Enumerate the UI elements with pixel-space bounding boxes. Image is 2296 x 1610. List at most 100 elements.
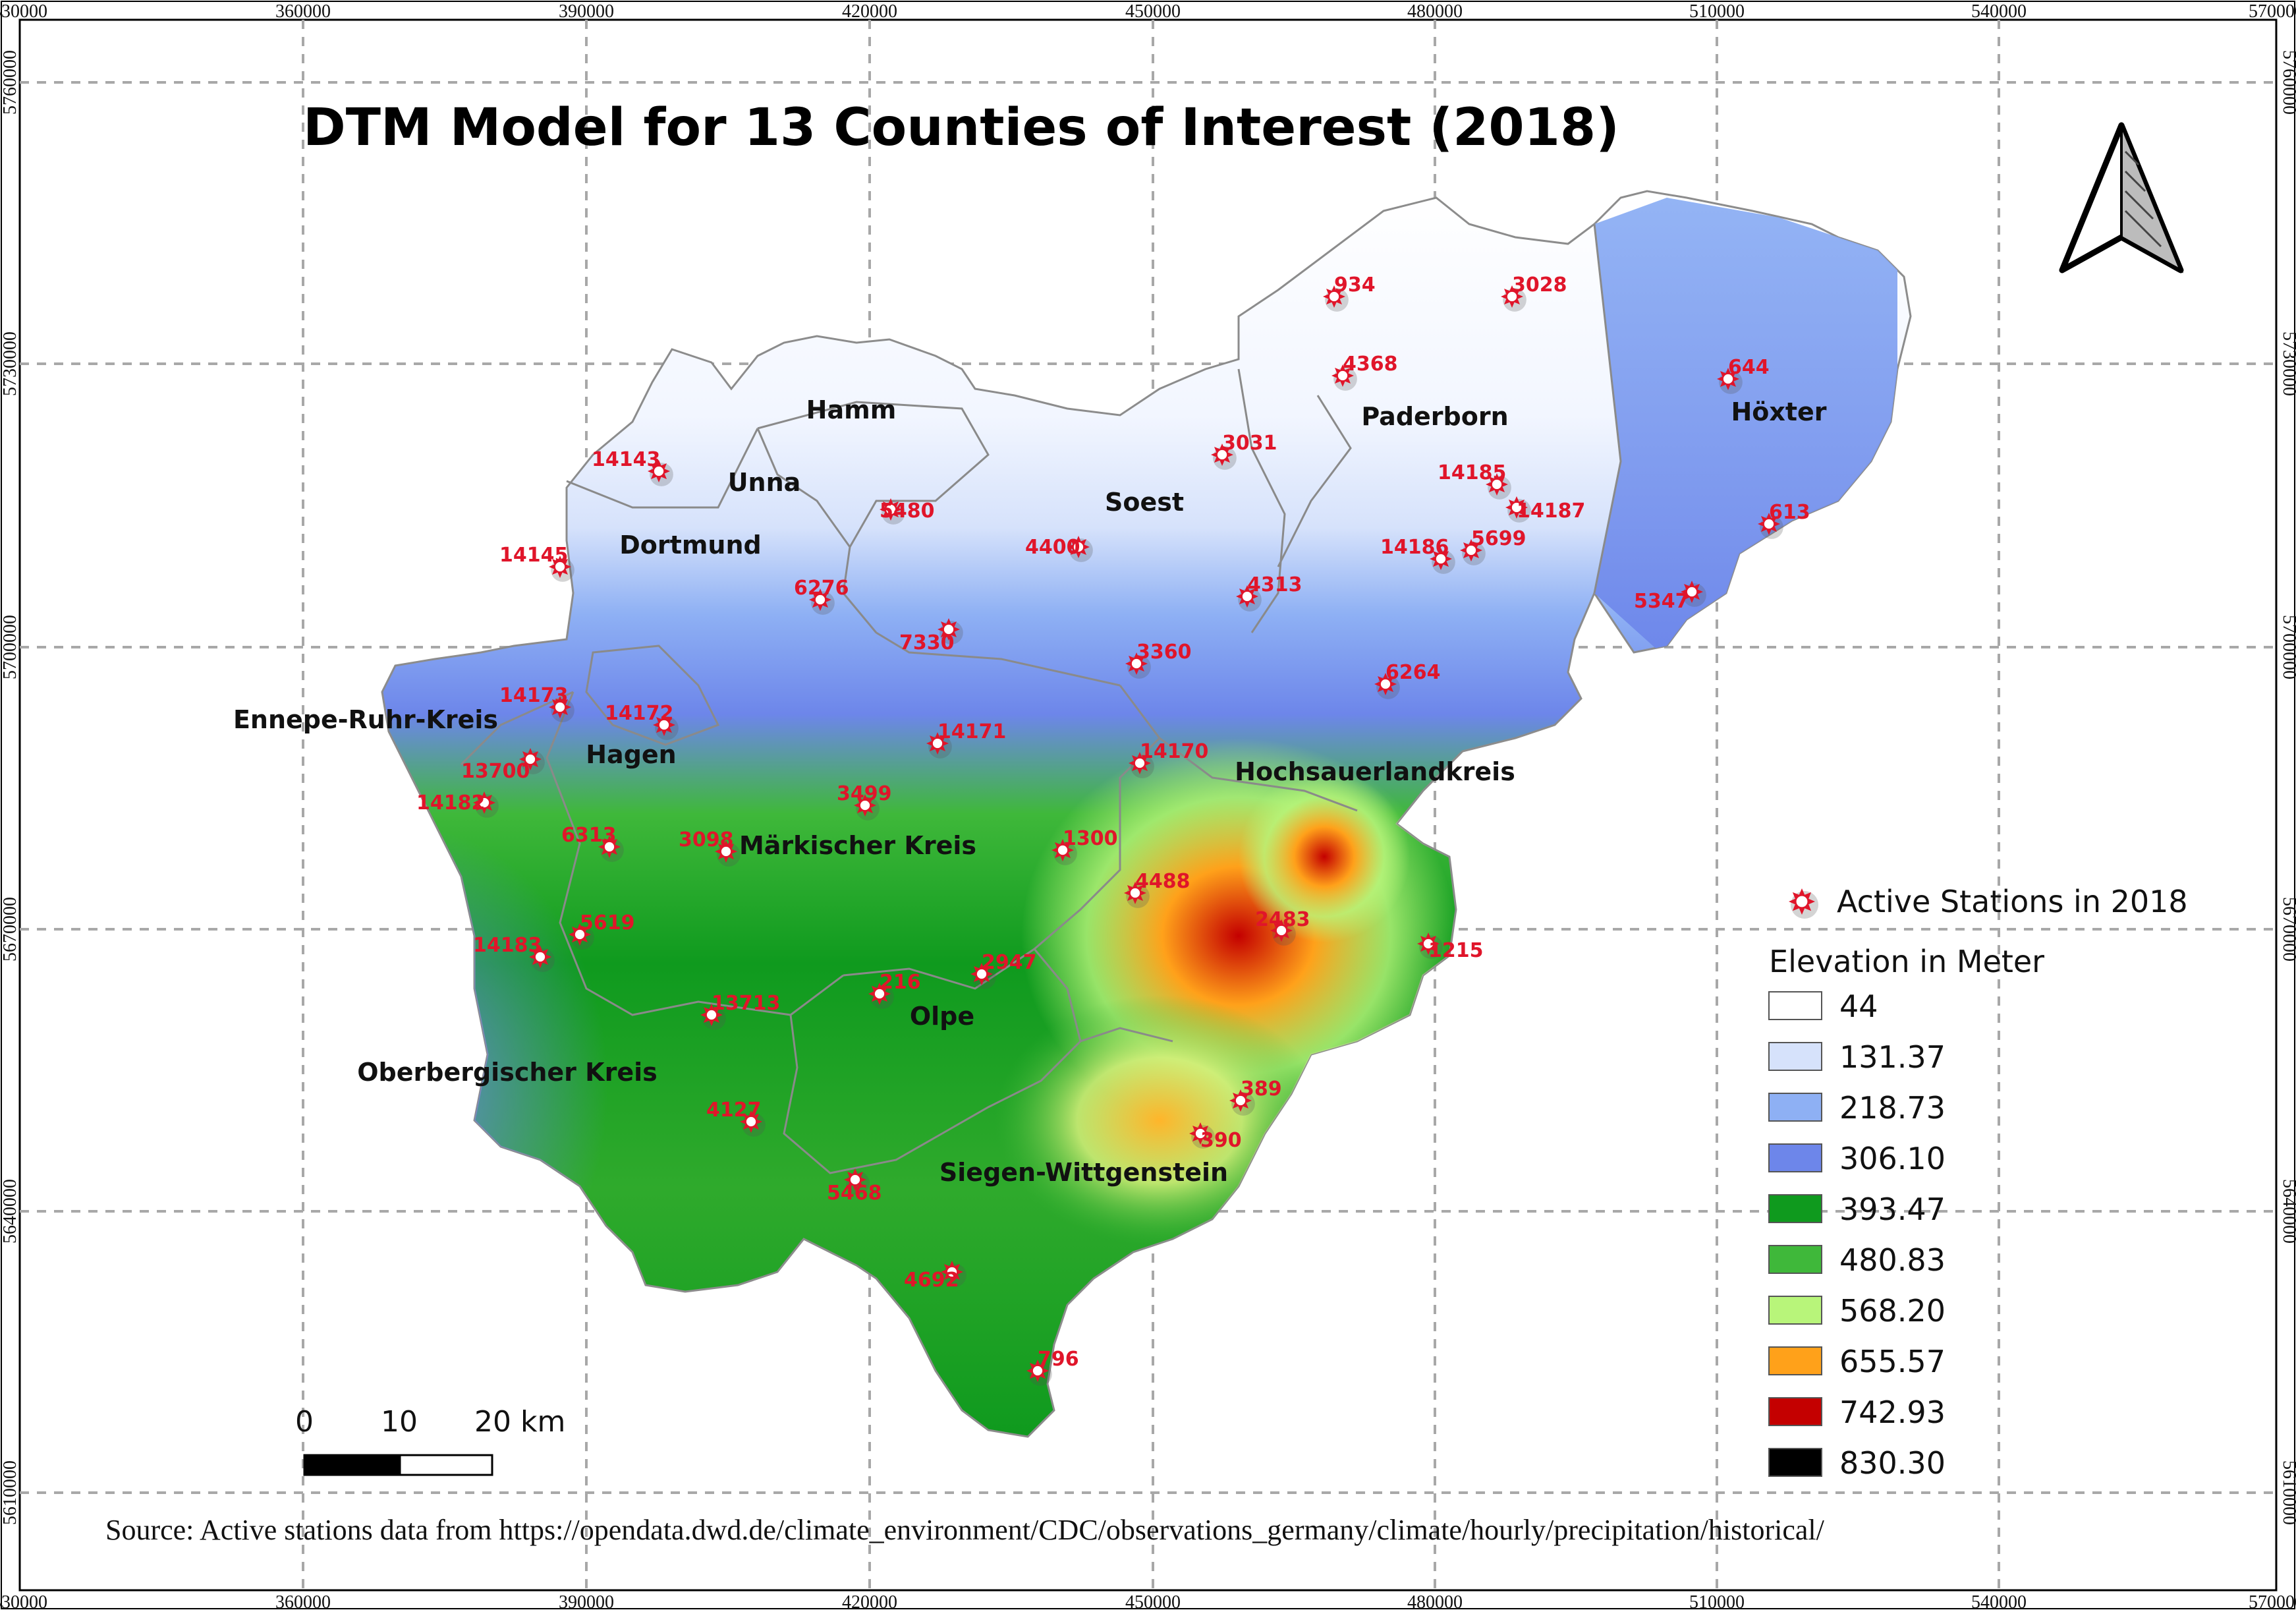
station-marker-icon — [715, 840, 741, 867]
station-label: 14182 — [416, 791, 485, 815]
station-layer: 934 3028 4368 644 3031 14143 5480 14185 14187 613… — [416, 273, 1810, 1386]
station: 4692 — [904, 1261, 966, 1292]
county-label: Dortmund — [619, 531, 761, 560]
source-note: Source: Active stations data from https:… — [105, 1514, 1825, 1546]
county-label: Soest — [1105, 488, 1184, 517]
legend-swatch — [1768, 1245, 1822, 1274]
station-marker-icon — [1717, 368, 1743, 394]
station-label: 14185 — [1438, 461, 1506, 484]
station: 216 — [868, 971, 921, 1009]
legend-swatch — [1768, 1194, 1822, 1223]
tick-label-top: 540000 — [1971, 1, 2027, 22]
station-marker-icon — [653, 714, 679, 740]
station-marker-icon — [1789, 888, 1818, 919]
station-label: 14170 — [1140, 740, 1208, 763]
station: 5699 — [1460, 527, 1526, 565]
station-label: 14145 — [499, 544, 568, 567]
tick-label-left: 5700000 — [0, 615, 20, 679]
station-marker-icon — [1505, 496, 1531, 523]
legend-class: 218.73 — [1768, 1090, 1946, 1126]
station-label: 6276 — [794, 577, 849, 600]
legend-class: 655.57 — [1768, 1344, 1946, 1379]
station-marker-icon — [1430, 548, 1455, 574]
legend-stations-entry: Active Stations in 2018 — [1789, 884, 2188, 919]
legend-elevation-classes: 44 131.37 218.73 306.10 393.47 480.83 568.20 65… — [1768, 989, 1946, 1481]
legend-class: 568.20 — [1768, 1293, 1946, 1329]
legend-class: 393.47 — [1768, 1192, 1946, 1227]
scale-label-20: 20 km — [474, 1405, 565, 1439]
station-marker-icon — [941, 1261, 966, 1287]
station: 390 — [1189, 1122, 1242, 1152]
county-label: Hagen — [586, 740, 676, 769]
station: 796 — [1026, 1348, 1079, 1386]
station-label: 216 — [880, 971, 921, 994]
tick-label-left: 5640000 — [0, 1179, 20, 1244]
station-label: 3499 — [837, 782, 892, 805]
station-label: 13713 — [712, 992, 780, 1015]
station-marker-icon — [880, 498, 905, 525]
tick-label-top: 480000 — [1407, 1, 1463, 22]
scale-bar: 0 10 20 km — [295, 1405, 565, 1476]
station: 14145 — [499, 544, 574, 582]
station-label: 3028 — [1512, 273, 1567, 297]
legend-class-label: 830.30 — [1839, 1445, 1946, 1481]
station-marker-icon — [529, 946, 555, 972]
station: 14187 — [1505, 496, 1585, 523]
station-marker-icon — [519, 748, 545, 774]
station-marker-icon — [1374, 673, 1400, 699]
station-star-icon — [1789, 888, 1818, 919]
station-label: 1215 — [1428, 939, 1484, 962]
station-marker-icon — [1026, 1360, 1052, 1386]
tick-label-bottom: 510000 — [1689, 1592, 1745, 1610]
station: 1300 — [1051, 827, 1118, 865]
station-label: 6264 — [1386, 661, 1441, 684]
station: 644 — [1717, 356, 1770, 394]
tick-label-top: 450000 — [1125, 1, 1181, 22]
station-marker-icon — [473, 791, 499, 818]
legend-class-label: 742.93 — [1839, 1394, 1946, 1430]
station-label: 5619 — [580, 911, 635, 934]
legend-class-label: 306.10 — [1839, 1141, 1946, 1176]
station: 4400 — [1025, 536, 1093, 562]
north-arrow-icon — [2059, 122, 2184, 273]
station: 6276 — [794, 577, 849, 615]
station-label: 4488 — [1135, 870, 1190, 893]
tick-label-left: 5760000 — [0, 50, 20, 115]
station: 3098 — [679, 828, 741, 867]
station: 14172 — [605, 702, 679, 740]
county-label: Paderborn — [1361, 402, 1508, 431]
station-label: 3098 — [679, 828, 734, 851]
station-marker-icon — [1486, 473, 1511, 500]
tick-label-top: 510000 — [1689, 1, 1745, 22]
station: 14143 — [592, 448, 673, 486]
station: 2483 — [1255, 908, 1310, 946]
legend-class: 131.37 — [1768, 1039, 1946, 1075]
station-label: 7330 — [899, 631, 955, 654]
tick-label-bottom: 480000 — [1407, 1592, 1463, 1610]
station-marker-icon — [598, 836, 624, 862]
station: 14171 — [926, 720, 1006, 759]
station: 6313 — [561, 824, 624, 862]
station: 934 — [1323, 273, 1376, 312]
station-label: 13700 — [461, 760, 530, 783]
station-marker-icon — [938, 618, 963, 645]
station-marker-icon — [1211, 444, 1237, 470]
station: 13700 — [461, 748, 545, 783]
station: 14182 — [416, 791, 499, 818]
station-label: 14186 — [1380, 536, 1449, 559]
county-label: Siegen-Wittgenstein — [939, 1158, 1228, 1187]
scale-label-10: 10 — [381, 1405, 418, 1439]
station-marker-icon — [1236, 585, 1262, 612]
tick-label-bottom: 450000 — [1125, 1592, 1181, 1610]
station: 1215 — [1417, 933, 1484, 962]
legend-class-label: 655.57 — [1839, 1344, 1946, 1379]
station: 6264 — [1374, 661, 1441, 699]
station: 5468 — [827, 1168, 882, 1205]
legend-elevation-title: Elevation in Meter — [1769, 944, 2044, 979]
station-marker-icon — [1067, 536, 1093, 562]
station-marker-icon — [1501, 285, 1526, 312]
legend-class-label: 480.83 — [1839, 1242, 1946, 1278]
station-marker-icon — [868, 983, 894, 1009]
legend-swatch — [1768, 991, 1822, 1020]
